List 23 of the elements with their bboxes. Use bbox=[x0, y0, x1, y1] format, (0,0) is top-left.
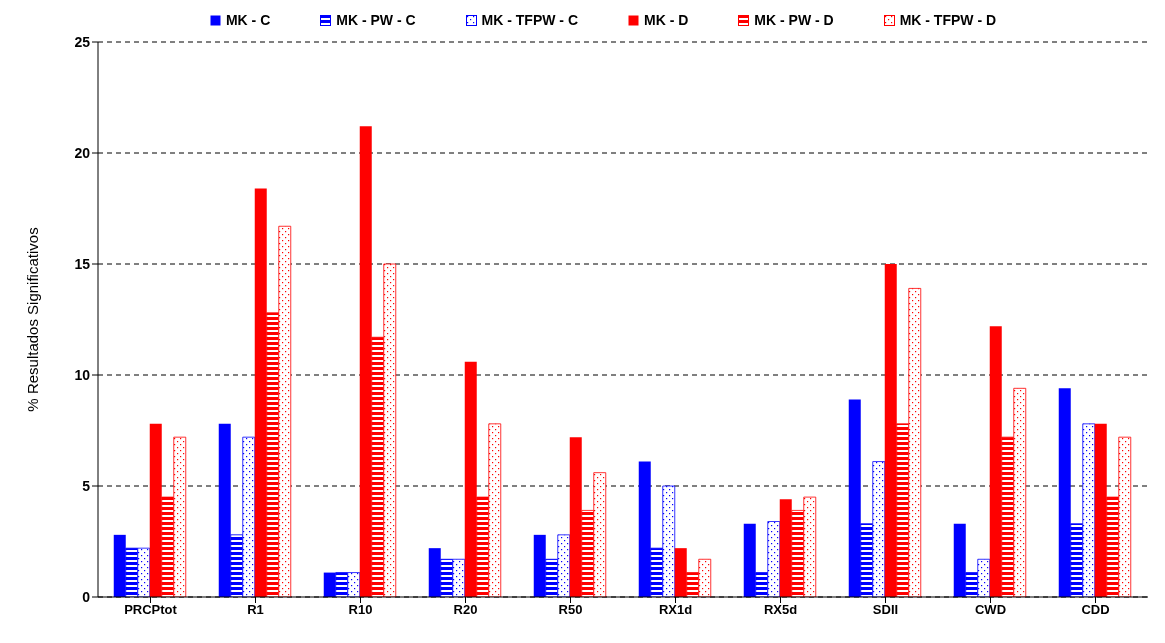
y-tick-label: 10 bbox=[74, 366, 91, 383]
x-tick-label: CDD bbox=[1081, 602, 1110, 618]
x-tick-label: CWD bbox=[974, 602, 1007, 618]
x-tick-label: R1 bbox=[247, 602, 264, 618]
x-tick-label: R10 bbox=[348, 602, 373, 618]
legend-label: MK - PW - C bbox=[336, 12, 416, 28]
legend-label: MK - TFPW - C bbox=[481, 12, 578, 28]
x-tick-label: RX1d bbox=[658, 602, 693, 618]
legend-label: MK - D bbox=[644, 12, 689, 28]
y-tick-label: 15 bbox=[74, 255, 91, 272]
x-tick-label: RX5d bbox=[763, 602, 798, 618]
x-tick-label: R20 bbox=[453, 602, 478, 618]
y-tick-label: 5 bbox=[82, 477, 91, 494]
y-tick-label: 20 bbox=[74, 144, 91, 161]
x-tick-label: R50 bbox=[558, 602, 583, 618]
x-tick-label: PRCPtot bbox=[124, 602, 178, 618]
legend-label: MK - PW - D bbox=[754, 12, 834, 28]
y-tick-label: 0 bbox=[82, 588, 91, 605]
x-tick-label: SDII bbox=[872, 602, 899, 618]
y-tick-label: 25 bbox=[74, 33, 91, 50]
legend-label: MK - TFPW - D bbox=[899, 12, 997, 28]
legend-label: MK - C bbox=[225, 12, 271, 28]
y-axis-title: % Resultados Significativos bbox=[24, 227, 42, 412]
